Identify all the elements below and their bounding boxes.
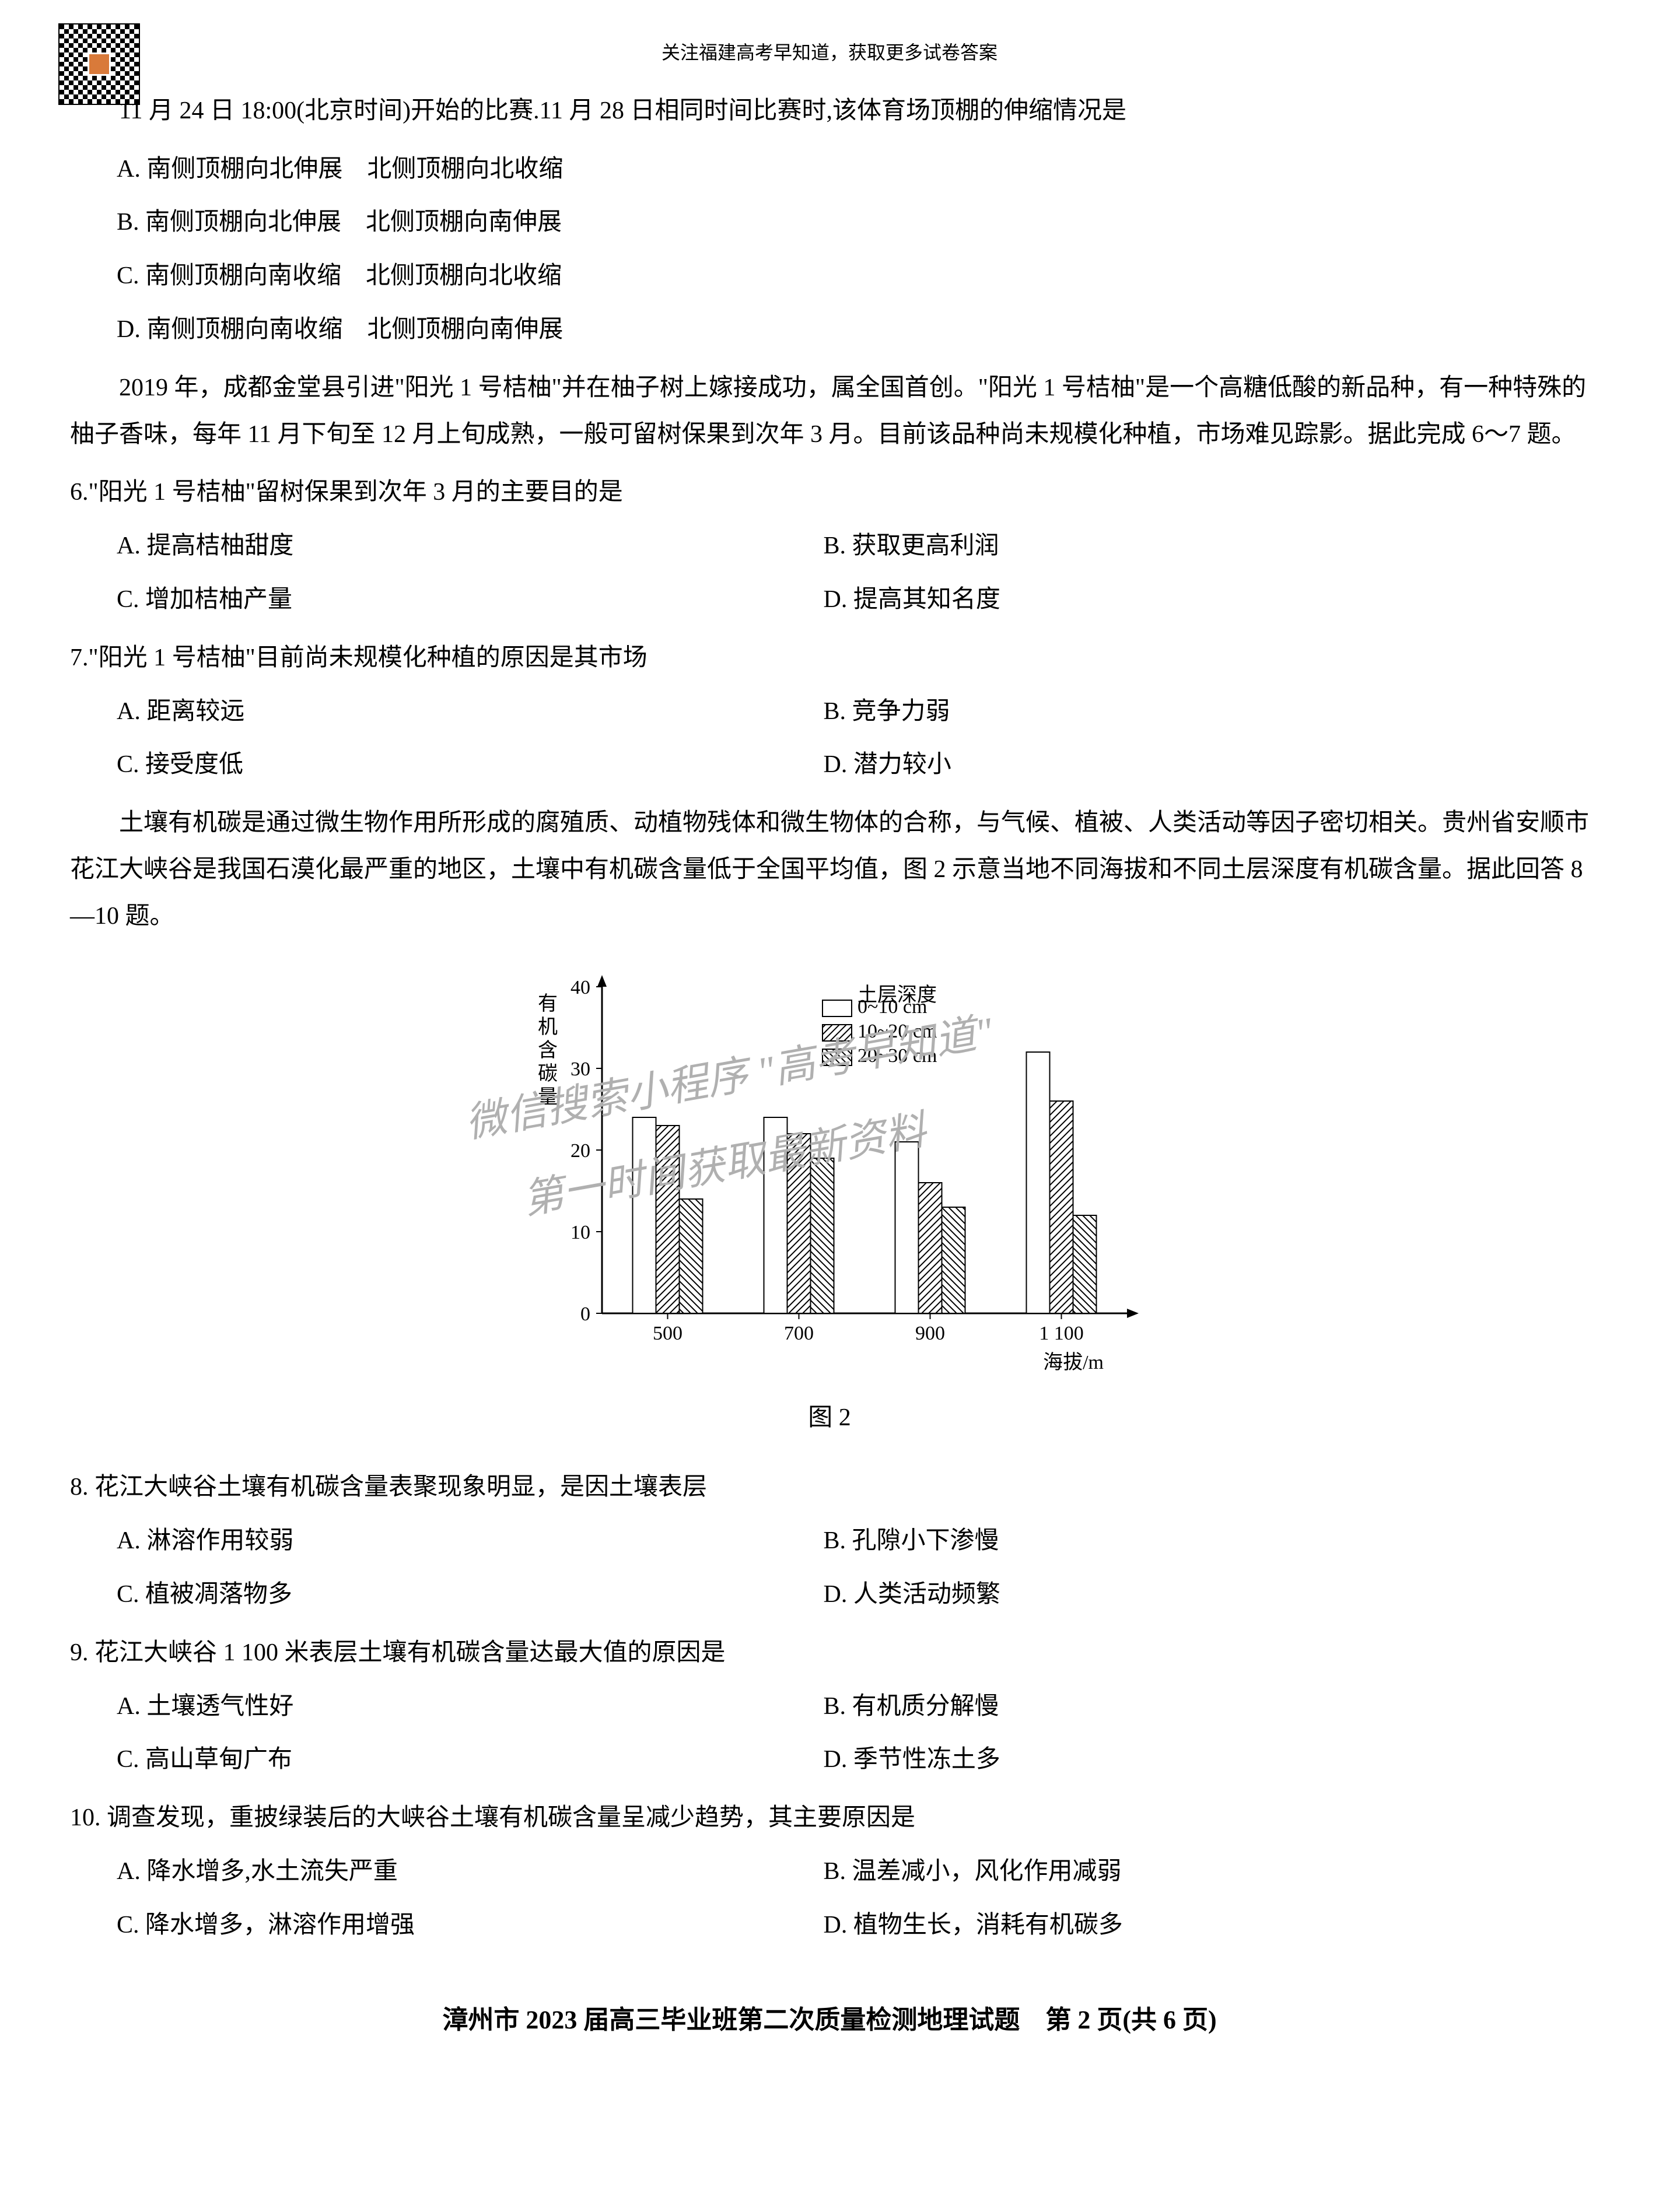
q9-option-b: B. 有机质分解慢 — [824, 1684, 1589, 1730]
q5-option-d: D. 南侧顶棚向南收缩 北侧顶棚向南伸展 — [117, 307, 1589, 353]
q6-row-1: A. 提高桔柚甜度 B. 获取更高利润 — [117, 523, 1589, 570]
svg-text:10: 10 — [570, 1222, 590, 1243]
q7-stem: 7."阳光 1 号桔柚"目前尚未规模化种植的原因是其市场 — [70, 635, 1589, 682]
svg-text:10~20 cm: 10~20 cm — [858, 1021, 937, 1042]
q5-option-c: C. 南侧顶棚向南收缩 北侧顶棚向北收缩 — [117, 253, 1589, 300]
q10-row-1: A. 降水增多,水土流失严重 B. 温差减小，风化作用减弱 — [117, 1849, 1589, 1895]
q9-stem: 9. 花江大峡谷 1 100 米表层土壤有机碳含量达最大值的原因是 — [70, 1630, 1589, 1677]
chart-wrapper: 010203040有机含碳量5007009001 100海拔/m土层深度0~10… — [70, 963, 1589, 1383]
passage-2: 土壤有机碳是通过微生物作用所形成的腐殖质、动植物残体和微生物体的合称，与气候、植… — [70, 800, 1589, 940]
svg-text:20: 20 — [570, 1140, 590, 1162]
q7-row-2: C. 接受度低 D. 潜力较小 — [117, 742, 1589, 788]
q6-stem: 6."阳光 1 号桔柚"留树保果到次年 3 月的主要目的是 — [70, 469, 1589, 516]
svg-text:含: 含 — [538, 1039, 558, 1061]
svg-text:0: 0 — [580, 1303, 590, 1325]
q8-stem: 8. 花江大峡谷土壤有机碳含量表聚现象明显，是因土壤表层 — [70, 1464, 1589, 1511]
bar-chart: 010203040有机含碳量5007009001 100海拔/m土层深度0~10… — [509, 963, 1150, 1383]
q9-option-d: D. 季节性冻土多 — [824, 1737, 1589, 1783]
page-footer: 漳州市 2023 届高三毕业班第二次质量检测地理试题 第 2 页(共 6 页) — [70, 1996, 1589, 2045]
q10-option-b: B. 温差减小，风化作用减弱 — [824, 1849, 1589, 1895]
svg-text:碳: 碳 — [538, 1063, 558, 1085]
q8-option-b: B. 孔隙小下渗慢 — [824, 1518, 1589, 1565]
svg-text:有: 有 — [538, 993, 558, 1015]
q9-option-c: C. 高山草甸广布 — [117, 1737, 824, 1783]
q10-stem: 10. 调查发现，重披绿装后的大峡谷土壤有机碳含量呈减少趋势，其主要原因是 — [70, 1795, 1589, 1842]
svg-text:40: 40 — [570, 977, 590, 998]
q9-row-2: C. 高山草甸广布 D. 季节性冻土多 — [117, 1737, 1589, 1783]
q10-row-2: C. 降水增多，淋溶作用增强 D. 植物生长，消耗有机碳多 — [117, 1902, 1589, 1949]
q6-option-b: B. 获取更高利润 — [824, 523, 1589, 570]
q9-row-1: A. 土壤透气性好 B. 有机质分解慢 — [117, 1684, 1589, 1730]
q7-option-b: B. 竞争力弱 — [824, 689, 1589, 735]
svg-text:海拔/m: 海拔/m — [1043, 1351, 1104, 1373]
chart-caption: 图 2 — [70, 1395, 1589, 1442]
q7-option-d: D. 潜力较小 — [824, 742, 1589, 788]
chart-container: 010203040有机含碳量5007009001 100海拔/m土层深度0~10… — [509, 963, 1150, 1383]
q10-option-a: A. 降水增多,水土流失严重 — [117, 1849, 824, 1895]
q10-option-c: C. 降水增多，淋溶作用增强 — [117, 1902, 824, 1949]
svg-text:0~10 cm: 0~10 cm — [858, 996, 927, 1018]
q6-option-d: D. 提高其知名度 — [824, 577, 1589, 623]
q6-option-a: A. 提高桔柚甜度 — [117, 523, 824, 570]
svg-text:量: 量 — [538, 1086, 558, 1108]
svg-text:900: 900 — [915, 1323, 945, 1344]
q9-option-a: A. 土壤透气性好 — [117, 1684, 824, 1730]
svg-text:1 100: 1 100 — [1039, 1323, 1084, 1344]
q8-row-1: A. 淋溶作用较弱 B. 孔隙小下渗慢 — [117, 1518, 1589, 1565]
q7-row-1: A. 距离较远 B. 竞争力弱 — [117, 689, 1589, 735]
header-note: 关注福建高考早知道，获取更多试卷答案 — [70, 35, 1589, 71]
svg-text:700: 700 — [784, 1323, 814, 1344]
passage-1: 2019 年，成都金堂县引进"阳光 1 号桔柚"并在柚子树上嫁接成功，属全国首创… — [70, 365, 1589, 458]
q6-row-2: C. 增加桔柚产量 D. 提高其知名度 — [117, 577, 1589, 623]
qr-code — [58, 23, 140, 105]
svg-text:机: 机 — [538, 1016, 558, 1038]
q8-row-2: C. 植被凋落物多 D. 人类活动频繁 — [117, 1572, 1589, 1618]
q8-option-d: D. 人类活动频繁 — [824, 1572, 1589, 1618]
svg-text:20~30 cm: 20~30 cm — [858, 1045, 937, 1067]
q5-option-a: A. 南侧顶棚向北伸展 北侧顶棚向北收缩 — [117, 146, 1589, 193]
q7-option-c: C. 接受度低 — [117, 742, 824, 788]
q8-option-c: C. 植被凋落物多 — [117, 1572, 824, 1618]
q5-intro: 11 月 24 日 18:00(北京时间)开始的比赛.11 月 28 日相同时间… — [70, 88, 1589, 135]
q10-option-d: D. 植物生长，消耗有机碳多 — [824, 1902, 1589, 1949]
q5-option-b: B. 南侧顶棚向北伸展 北侧顶棚向南伸展 — [117, 199, 1589, 246]
q7-option-a: A. 距离较远 — [117, 689, 824, 735]
q6-option-c: C. 增加桔柚产量 — [117, 577, 824, 623]
svg-text:500: 500 — [653, 1323, 682, 1344]
svg-text:30: 30 — [570, 1058, 590, 1080]
q8-option-a: A. 淋溶作用较弱 — [117, 1518, 824, 1565]
